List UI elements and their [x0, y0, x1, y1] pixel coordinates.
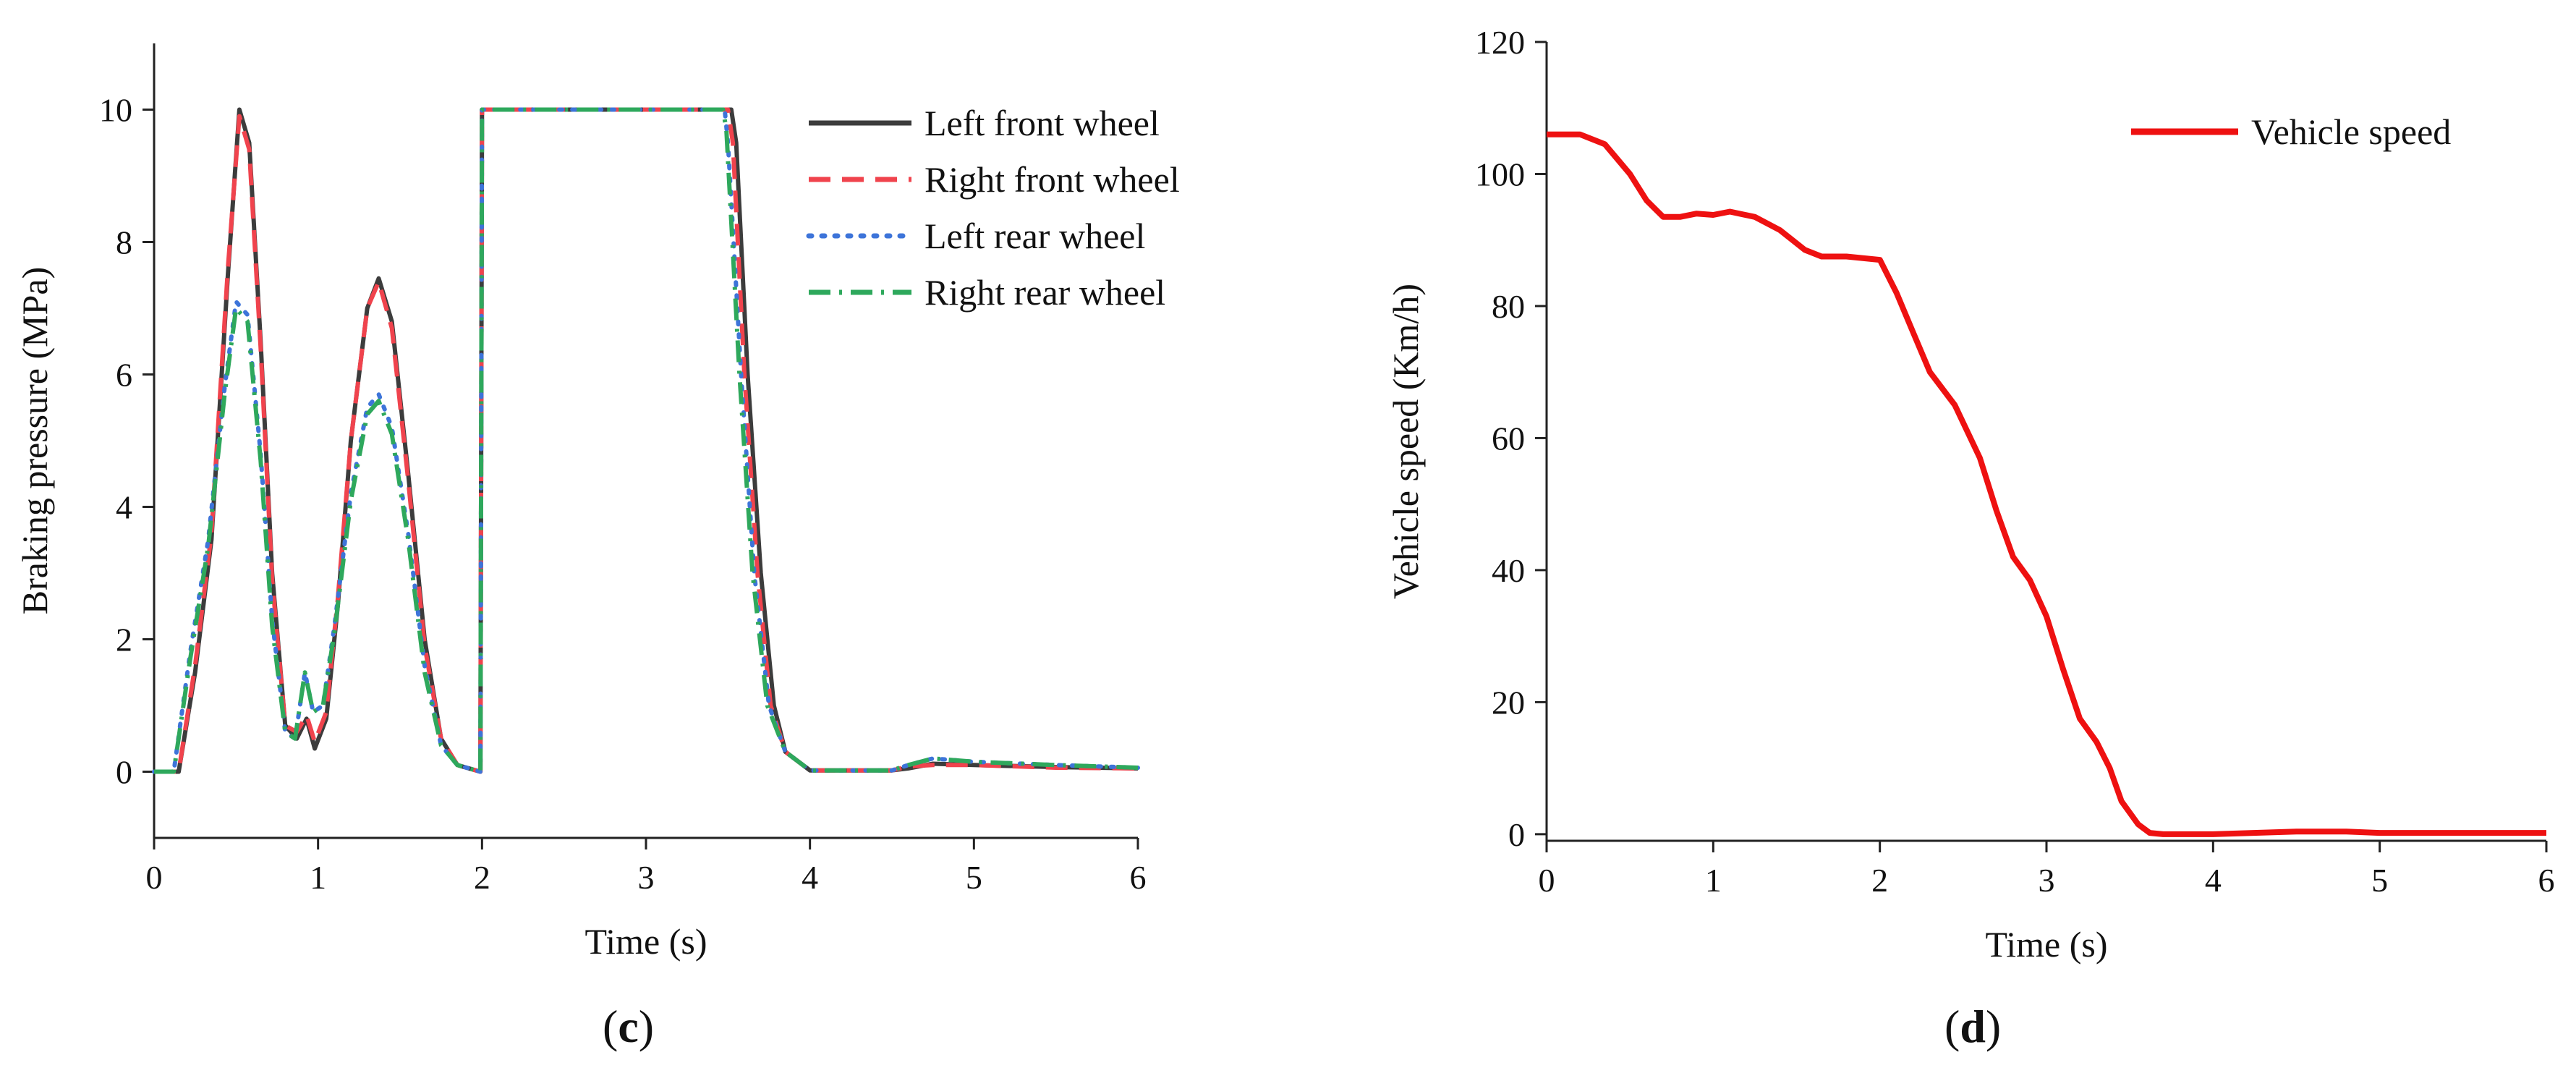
series-line [154, 107, 1139, 774]
series-line [154, 107, 1139, 774]
y-tick-label: 20 [1492, 684, 1525, 721]
x-axis-label: Time (s) [1985, 924, 2107, 965]
series-line [1547, 131, 2546, 837]
y-axis-label: Braking pressure (MPa) [14, 267, 55, 614]
y-tick-label: 10 [99, 92, 132, 129]
y-tick-label: 8 [116, 224, 132, 261]
x-tick-label: 4 [2205, 862, 2222, 899]
x-tick-label: 6 [2538, 862, 2555, 899]
y-tick-label: 60 [1492, 420, 1525, 457]
x-axis-label: Time (s) [585, 921, 707, 962]
legend-label: Left front wheel [924, 103, 1160, 143]
series-line [152, 107, 1140, 774]
x-tick-label: 5 [2371, 862, 2388, 899]
y-axis-label: Vehicle speed (Km/h) [1385, 284, 1426, 599]
legend: Vehicle speed [2131, 111, 2451, 152]
y-tick-label: 40 [1492, 552, 1525, 589]
y-tick-label: 4 [116, 489, 132, 526]
x-tick-label: 3 [638, 859, 655, 896]
y-tick-label: 6 [116, 357, 132, 394]
x-tick-label: 2 [474, 859, 490, 896]
y-tick-label: 0 [1508, 816, 1525, 853]
x-tick-label: 4 [802, 859, 818, 896]
legend: Left front wheel Right front wheel Left re… [806, 103, 1180, 313]
y-tick-label: 100 [1475, 156, 1525, 192]
x-tick-label: 0 [146, 859, 163, 896]
x-tick-label: 6 [1130, 859, 1147, 896]
y-tick-label: 80 [1492, 288, 1525, 325]
x-tick-label: 1 [310, 859, 326, 896]
legend-label: Left rear wheel [924, 216, 1145, 256]
x-tick-label: 1 [1705, 862, 1722, 899]
x-tick-label: 2 [1871, 862, 1888, 899]
panel-label: (c) [603, 1001, 654, 1052]
series-line [154, 107, 1139, 774]
x-tick-label: 0 [1539, 862, 1555, 899]
y-tick-label: 120 [1475, 24, 1525, 61]
legend-label: Right rear wheel [924, 272, 1165, 313]
legend-label: Right front wheel [924, 159, 1180, 200]
x-tick-label: 5 [966, 859, 982, 896]
legend-label: Vehicle speed [2251, 111, 2451, 152]
x-tick-label: 3 [2039, 862, 2055, 899]
panel-label: (d) [1944, 1001, 2001, 1052]
chart-panel-c: 0 1 2 3 4 5 6 0 2 4 6 8 10 Time (s) Braking pressure… [14, 43, 1180, 1052]
y-tick-label: 0 [116, 754, 132, 791]
y-tick-label: 2 [116, 622, 132, 658]
